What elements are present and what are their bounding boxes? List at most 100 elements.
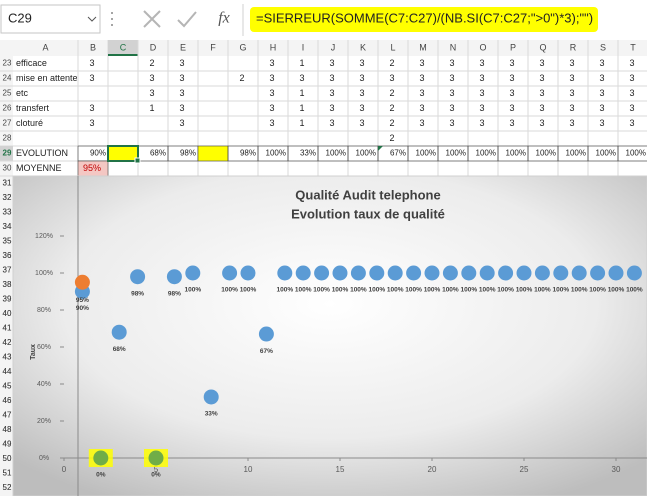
cell[interactable]: 3: [539, 118, 544, 128]
row-number[interactable]: 51: [3, 468, 12, 477]
data-point[interactable]: [387, 265, 403, 281]
data-point[interactable]: [222, 265, 238, 281]
fill-handle[interactable]: [134, 157, 141, 164]
cell[interactable]: 3: [599, 103, 604, 113]
cell[interactable]: 3: [479, 73, 484, 83]
cell[interactable]: 3: [269, 58, 274, 68]
row-number[interactable]: 39: [3, 294, 12, 303]
column-header[interactable]: P: [510, 42, 516, 52]
cell[interactable]: 3: [179, 118, 184, 128]
row-number[interactable]: 49: [3, 439, 12, 448]
name-box[interactable]: [0, 4, 101, 34]
row-number[interactable]: 50: [3, 454, 12, 463]
cell[interactable]: 3: [149, 88, 154, 98]
column-header[interactable]: O: [479, 42, 486, 52]
cell[interactable]: 3: [539, 58, 544, 68]
cell[interactable]: 100%: [266, 149, 286, 158]
cell[interactable]: 95%: [83, 163, 101, 173]
cell[interactable]: 3: [179, 103, 184, 113]
data-point[interactable]: [185, 265, 201, 281]
data-point[interactable]: [516, 265, 532, 281]
row-number[interactable]: 38: [3, 280, 12, 289]
cell[interactable]: 1: [299, 103, 304, 113]
cell[interactable]: EVOLUTION: [16, 148, 68, 158]
row-number[interactable]: 28: [3, 134, 12, 143]
column-header[interactable]: A: [42, 42, 48, 52]
cell[interactable]: 100%: [326, 149, 346, 158]
data-point[interactable]: [608, 265, 624, 281]
row-number[interactable]: 47: [3, 410, 12, 419]
data-point[interactable]: [332, 265, 348, 281]
cell[interactable]: 98%: [240, 149, 256, 158]
data-point[interactable]: [553, 265, 569, 281]
row-number[interactable]: 41: [3, 323, 12, 332]
fx-button[interactable]: fx: [218, 10, 230, 27]
data-point[interactable]: [534, 265, 550, 281]
cell[interactable]: 2: [389, 103, 394, 113]
cell[interactable]: 3: [89, 58, 94, 68]
column-header[interactable]: L: [390, 42, 395, 52]
row-number[interactable]: 42: [3, 338, 12, 347]
cell[interactable]: 1: [299, 88, 304, 98]
data-point[interactable]: [350, 265, 366, 281]
cell[interactable]: 3: [479, 118, 484, 128]
row-number[interactable]: 30: [3, 164, 12, 173]
row-number[interactable]: 29: [3, 149, 12, 158]
cell[interactable]: 3: [269, 73, 274, 83]
column-header[interactable]: Q: [539, 42, 546, 52]
column-header[interactable]: J: [331, 42, 336, 52]
cell[interactable]: 3: [419, 58, 424, 68]
formula-text[interactable]: =SIERREUR(SOMME(C7:C27)/(NB.SI(C7:C27;">…: [256, 10, 593, 25]
column-header[interactable]: D: [150, 42, 157, 52]
cell[interactable]: 100%: [446, 149, 466, 158]
data-point[interactable]: [424, 265, 440, 281]
row-number[interactable]: 25: [3, 89, 12, 98]
row-number[interactable]: 31: [3, 178, 12, 187]
cell[interactable]: 3: [569, 73, 574, 83]
cell[interactable]: 3: [599, 73, 604, 83]
cell[interactable]: 3: [479, 88, 484, 98]
row-number[interactable]: 26: [3, 104, 12, 113]
column-header[interactable]: R: [570, 42, 577, 52]
row-number[interactable]: 48: [3, 425, 12, 434]
data-point[interactable]: [203, 389, 219, 405]
cell[interactable]: 3: [329, 103, 334, 113]
data-point[interactable]: [626, 265, 642, 281]
row-number[interactable]: 32: [3, 193, 12, 202]
cell[interactable]: 3: [329, 58, 334, 68]
cell[interactable]: 3: [89, 73, 94, 83]
row-number[interactable]: 39: [3, 294, 12, 303]
cell[interactable]: 3: [629, 118, 634, 128]
cell[interactable]: 3: [359, 58, 364, 68]
column-header[interactable]: S: [600, 42, 606, 52]
data-point[interactable]: [258, 326, 274, 342]
row-number[interactable]: 34: [3, 222, 12, 231]
row-number[interactable]: 47: [3, 410, 12, 419]
cell[interactable]: MOYENNE: [16, 163, 62, 173]
cell[interactable]: 100%: [356, 149, 376, 158]
column-header[interactable]: B: [90, 42, 96, 52]
cell[interactable]: 3: [629, 103, 634, 113]
cell[interactable]: 3: [329, 118, 334, 128]
data-point[interactable]: [571, 265, 587, 281]
row-number[interactable]: 44: [3, 367, 12, 376]
cell[interactable]: 2: [389, 58, 394, 68]
cell[interactable]: 98%: [180, 149, 196, 158]
cell[interactable]: 3: [449, 88, 454, 98]
cell[interactable]: 3: [569, 103, 574, 113]
column-header[interactable]: C: [120, 42, 127, 52]
column-header[interactable]: K: [360, 42, 366, 52]
cell[interactable]: 3: [269, 88, 274, 98]
row-number[interactable]: 33: [3, 207, 12, 216]
cell[interactable]: 3: [569, 88, 574, 98]
cell[interactable]: 2: [389, 133, 394, 143]
data-point[interactable]: [479, 265, 495, 281]
cell[interactable]: 3: [629, 88, 634, 98]
row-number[interactable]: 40: [3, 309, 12, 318]
cell[interactable]: 3: [599, 118, 604, 128]
cell[interactable]: 100%: [566, 149, 586, 158]
data-point[interactable]: [295, 265, 311, 281]
row-number[interactable]: 40: [3, 309, 12, 318]
row-number[interactable]: 33: [3, 207, 12, 216]
cell[interactable]: 3: [539, 88, 544, 98]
